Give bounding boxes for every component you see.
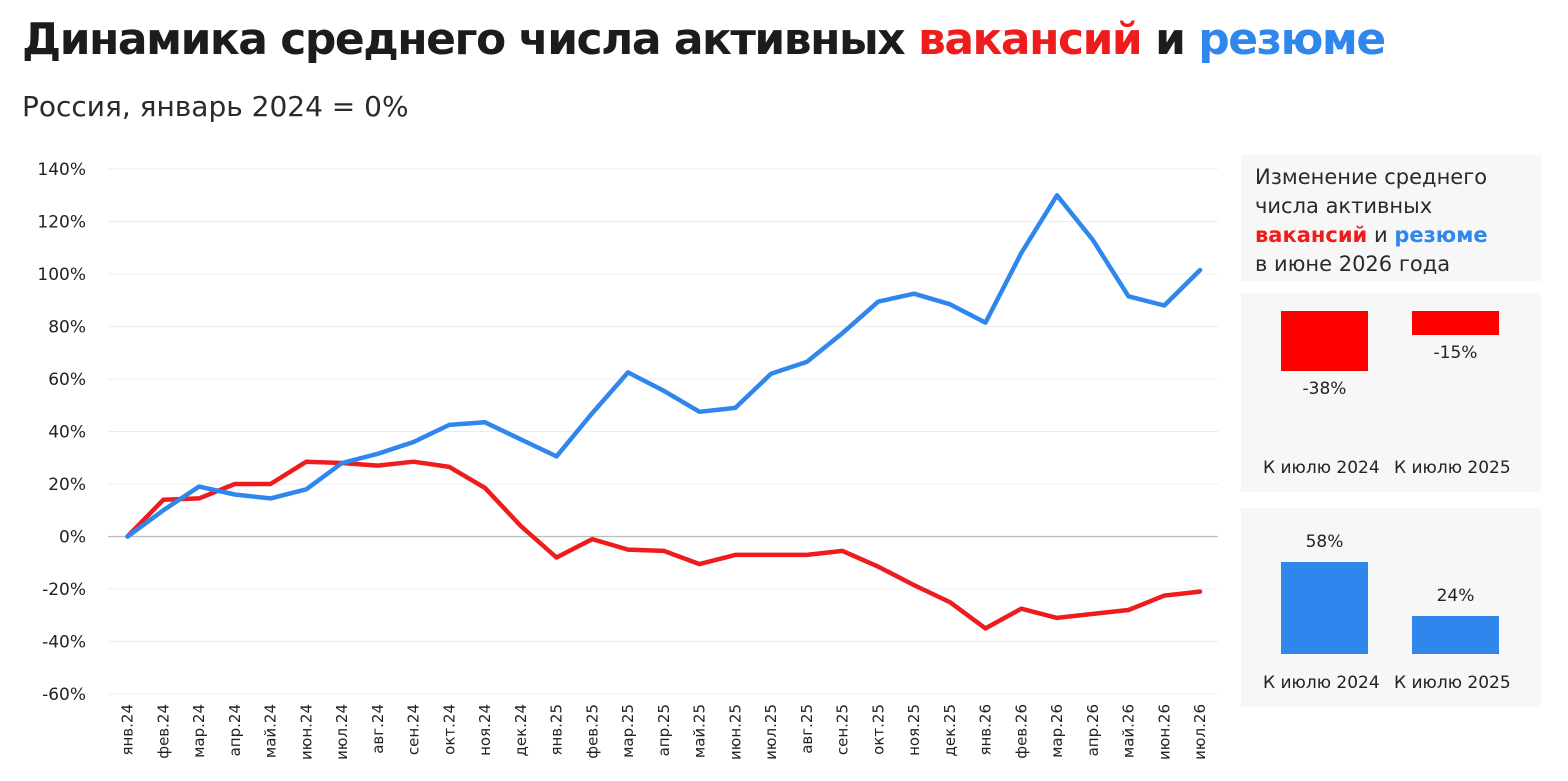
x-tick-label: янв.24 [119, 704, 137, 756]
y-tick-label: -20% [42, 580, 86, 600]
x-tick-label: сен.24 [405, 704, 423, 755]
y-tick-label: 60% [48, 370, 86, 390]
x-tick-label: июл.24 [333, 704, 351, 760]
resumes-value-july-2024: 58% [1305, 532, 1344, 553]
series-lines [125, 193, 1203, 631]
x-tick-label: июн.25 [726, 704, 744, 760]
x-tick-label: май.26 [1120, 704, 1138, 758]
x-tick-label: апр.24 [226, 704, 244, 756]
x-tick-label: фев.25 [583, 704, 601, 759]
vacancies-series-line [125, 459, 1203, 631]
vacancies-value-july-2025: -15% [1433, 342, 1478, 363]
x-tick-label: июн.26 [1155, 704, 1173, 760]
resumes-bar-july-2025 [1412, 616, 1499, 654]
chart-subtitle: Россия, январь 2024 = 0% [22, 90, 409, 123]
x-tick-label: ноя.24 [476, 704, 494, 756]
vacancies-bar-july-2025 [1412, 311, 1499, 335]
x-tick-label: янв.25 [548, 704, 566, 756]
vacancies-category-july-2024: К июлю 2024 [1263, 458, 1380, 478]
x-tick-label: окт.24 [440, 704, 458, 755]
title-resumes: резюме [1198, 14, 1386, 65]
x-tick-label: ноя.25 [905, 704, 923, 756]
vacancies-bar-panel: -38% -15% К июлю 2024 К июлю 2025 [1241, 293, 1541, 492]
y-tick-label: -60% [42, 685, 86, 705]
legend-and: и [1373, 223, 1388, 247]
x-tick-label: апр.25 [655, 704, 673, 756]
resumes-value-july-2025: 24% [1436, 586, 1475, 607]
legend-line-1: Изменение среднего [1255, 165, 1488, 189]
resumes-bar-panel: 58% 24% К июлю 2024 К июлю 2025 [1241, 508, 1541, 707]
y-tick-label: 80% [48, 318, 86, 338]
chart-title: Динамика среднего числа активных ваканси… [22, 14, 1386, 65]
x-tick-label: июл.25 [762, 704, 780, 760]
title-and: и [1155, 14, 1186, 65]
vacancies-value-july-2024: -38% [1302, 379, 1347, 400]
legend-resumes: резюме [1394, 223, 1488, 247]
x-tick-label: июл.26 [1191, 704, 1209, 760]
resumes-series-line [125, 193, 1203, 539]
x-tick-label: авг.25 [798, 704, 816, 754]
legend-line-3: вакансий и резюме [1255, 221, 1488, 250]
title-vacancies: вакансий [918, 14, 1143, 65]
x-tick-label: дек.25 [941, 704, 959, 757]
y-axis-ticks: 140% 120% 100% 80% 60% 40% 20% 0% -20% -40% -60% [37, 160, 86, 705]
y-tick-label: 100% [37, 265, 86, 285]
legend-vacancies: вакансий [1255, 223, 1368, 247]
legend-text: Изменение среднего числа активных ваканс… [1255, 163, 1488, 279]
vacancies-bar-july-2024 [1281, 311, 1368, 372]
x-tick-label: фев.24 [154, 704, 172, 759]
x-tick-label: мар.26 [1048, 704, 1066, 758]
x-tick-label: сен.25 [834, 704, 852, 755]
legend-panel: Изменение среднего числа активных ваканс… [1241, 155, 1541, 281]
legend-line-4: в июне 2026 года [1255, 252, 1451, 276]
x-tick-label: мар.24 [190, 704, 208, 758]
x-tick-label: фев.26 [1012, 704, 1030, 759]
x-tick-label: янв.26 [977, 704, 995, 756]
grid-lines [108, 168, 1218, 695]
resumes-category-july-2025: К июлю 2025 [1394, 673, 1511, 693]
x-tick-label: июн.24 [297, 704, 315, 760]
x-axis-ticks: янв.24 фев.24 мар.24 апр.24 май.24 июн.24 июл.… [119, 704, 1210, 760]
resumes-bar-july-2024 [1281, 562, 1368, 654]
line-chart: 140% 120% 100% 80% 60% 40% 20% 0% -20% -40% -60% я… [37, 160, 1218, 760]
x-tick-label: дек.24 [512, 704, 530, 757]
x-tick-label: май.24 [262, 704, 280, 758]
x-tick-label: апр.26 [1084, 704, 1102, 756]
y-tick-label: 20% [48, 475, 86, 495]
resumes-category-july-2024: К июлю 2024 [1263, 673, 1380, 693]
title-prefix: Динамика среднего числа активных [22, 14, 906, 65]
y-tick-label: -40% [42, 633, 86, 653]
y-tick-label: 120% [37, 213, 86, 233]
y-tick-label: 40% [48, 423, 86, 443]
x-tick-label: май.25 [691, 704, 709, 758]
y-tick-label: 0% [59, 528, 86, 548]
x-tick-label: мар.25 [619, 704, 637, 758]
legend-line-2: числа активных [1255, 194, 1433, 218]
vacancies-category-july-2025: К июлю 2025 [1394, 458, 1511, 478]
x-tick-label: окт.25 [869, 704, 887, 755]
y-tick-label: 140% [37, 160, 86, 180]
x-tick-label: авг.24 [369, 704, 387, 754]
